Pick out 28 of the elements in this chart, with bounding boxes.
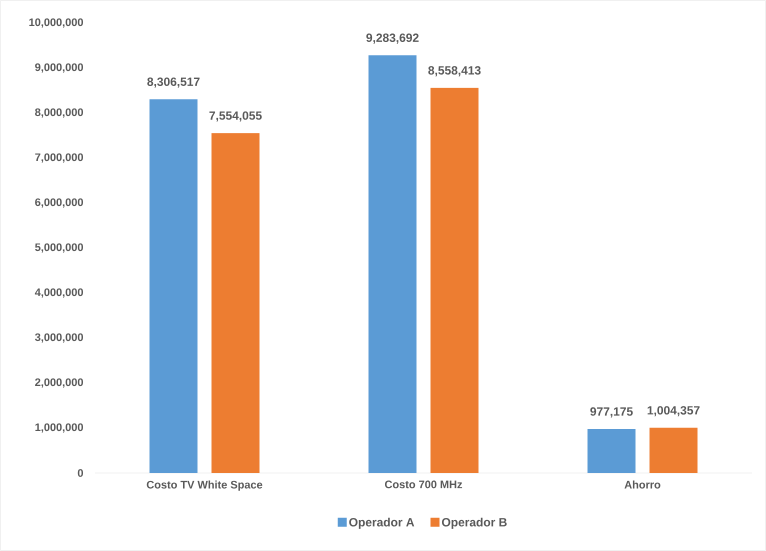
bar (212, 133, 260, 473)
data-label: 7,554,055 (209, 111, 262, 122)
x-tick-label: Ahorro (624, 480, 660, 489)
y-tick-label: 0 (78, 469, 84, 477)
x-tick-label: Costo 700 MHz (384, 480, 462, 488)
y-tick-label: 10,000,000 (29, 18, 84, 28)
bar (368, 55, 417, 473)
data-label: 8,558,413 (428, 66, 481, 76)
data-label: 9,283,692 (366, 34, 419, 44)
y-tick-label: 2,000,000 (35, 378, 84, 388)
data-label: 977,175 (590, 407, 633, 418)
y-tick-label: 1,000,000 (35, 423, 84, 433)
legend-label: Operador A (349, 518, 414, 529)
data-label: 1,004,357 (648, 406, 700, 416)
bar (650, 428, 698, 473)
legend-label: Operador B (442, 518, 507, 529)
y-tick-label: 4,000,000 (34, 288, 84, 298)
y-tick-label: 3,000,000 (34, 333, 84, 343)
y-tick-label: 8,000,000 (35, 108, 84, 118)
data-label: 8,306,517 (147, 77, 200, 88)
bar (150, 99, 198, 473)
bar (430, 88, 479, 473)
bar (588, 429, 636, 473)
y-tick-label: 9,000,000 (35, 63, 84, 73)
x-tick-label: Costo TV White Space (146, 480, 262, 491)
y-tick-label: 6,000,000 (35, 198, 84, 208)
y-tick-label: 7,000,000 (35, 153, 84, 163)
y-tick-label: 5,000,000 (35, 243, 84, 253)
